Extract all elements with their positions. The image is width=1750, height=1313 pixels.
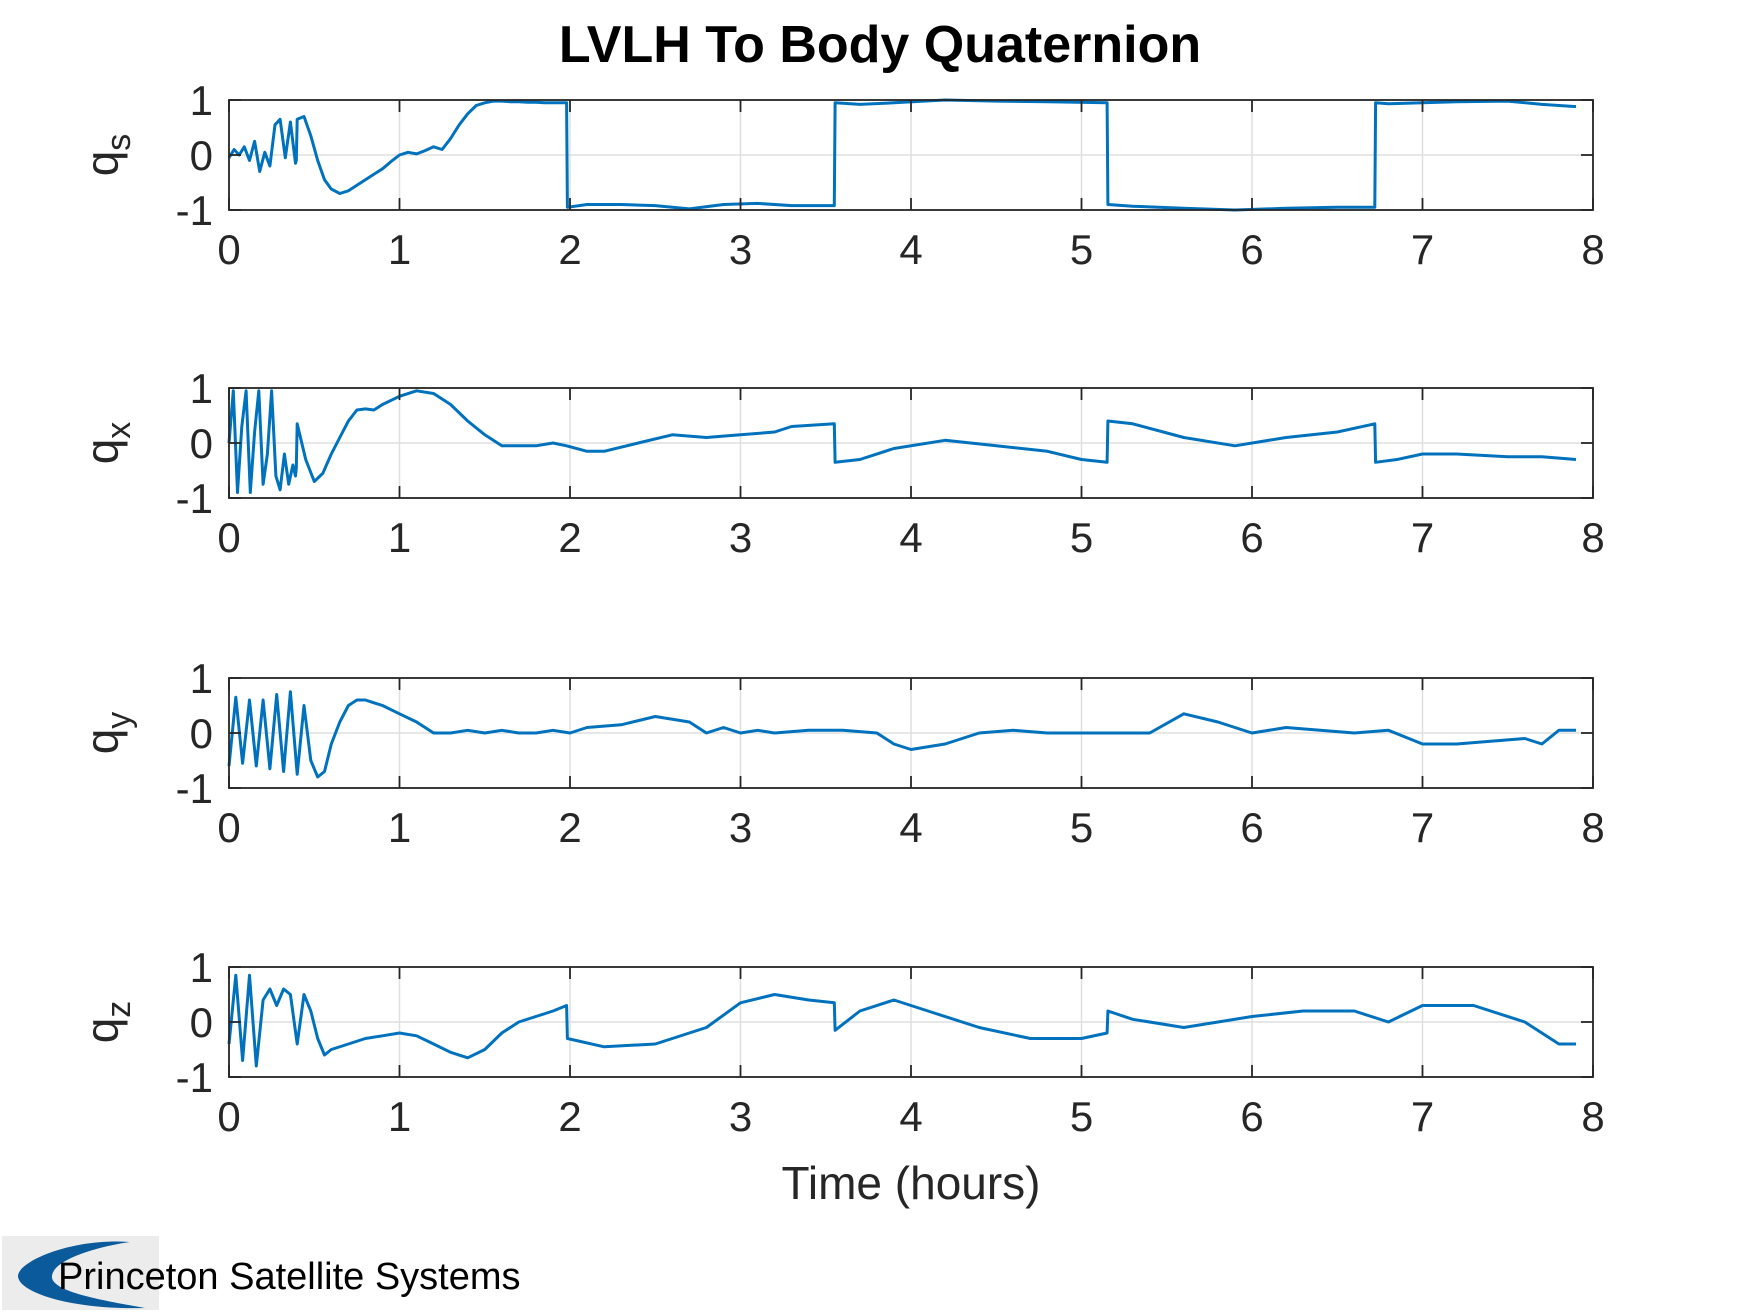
x-tick-label: 6 <box>1240 1093 1263 1140</box>
x-tick-label: 1 <box>388 1093 411 1140</box>
series-line <box>227 973 1576 1068</box>
x-tick-label: 6 <box>1240 514 1263 561</box>
y-tick-label: 1 <box>190 365 213 412</box>
y-axis-label-main: q <box>76 151 128 177</box>
x-tick-label: 7 <box>1411 1093 1434 1140</box>
x-tick-label: 8 <box>1581 1093 1604 1140</box>
x-tick-label: 5 <box>1070 804 1093 851</box>
y-tick-label: 0 <box>190 132 213 179</box>
series-line <box>227 690 1576 779</box>
y-axis-label-main: q <box>76 729 128 755</box>
series-line <box>227 389 1577 494</box>
y-axis-label: qz <box>76 1001 138 1044</box>
x-tick-label: 7 <box>1411 226 1434 273</box>
x-tick-label: 4 <box>899 1093 922 1140</box>
x-tick-label: 4 <box>899 226 922 273</box>
y-axis-label-sub: y <box>100 712 138 729</box>
x-tick-label: 6 <box>1240 226 1263 273</box>
subplot-0: 0 1 2 3 4 5 6 7 810-1qs <box>76 77 1605 273</box>
x-tick-label: 5 <box>1070 1093 1093 1140</box>
x-tick-label: 3 <box>729 804 752 851</box>
y-tick-label: 0 <box>190 999 213 1046</box>
x-tick-label: 1 <box>388 226 411 273</box>
logo-swoosh-icon <box>18 1241 145 1309</box>
x-tick-label: 8 <box>1581 804 1604 851</box>
y-tick-label: -1 <box>176 765 213 812</box>
figure-title: LVLH To Body Quaternion <box>559 16 1201 74</box>
x-tick-label: 1 <box>388 804 411 851</box>
y-tick-label: 1 <box>190 655 213 702</box>
x-tick-label: 8 <box>1581 514 1604 561</box>
x-tick-label: 0 <box>217 226 240 273</box>
x-tick-label: 2 <box>558 1093 581 1140</box>
series-line <box>227 98 1577 212</box>
x-tick-label: 8 <box>1581 226 1604 273</box>
y-tick-label: 0 <box>190 420 213 467</box>
y-axis-label-sub: s <box>100 134 138 151</box>
y-tick-label: -1 <box>176 187 213 234</box>
y-axis-label-sub: z <box>100 1001 138 1018</box>
brand-name: Princeton Satellite Systems <box>58 1256 521 1298</box>
x-tick-label: 7 <box>1411 514 1434 561</box>
x-tick-label: 3 <box>729 226 752 273</box>
y-axis-label-main: q <box>76 439 128 465</box>
x-tick-label: 0 <box>217 1093 240 1140</box>
y-tick-label: -1 <box>176 475 213 522</box>
x-tick-label: 5 <box>1070 514 1093 561</box>
x-tick-label: 4 <box>899 514 922 561</box>
subplot-1: 0 1 2 3 4 5 6 7 810-1qx <box>76 365 1605 561</box>
x-tick-label: 2 <box>558 514 581 561</box>
x-axis-label: Time (hours) <box>782 1157 1041 1209</box>
y-axis-label-main: q <box>76 1018 128 1044</box>
x-tick-label: 7 <box>1411 804 1434 851</box>
subplot-2: 0 1 2 3 4 5 6 7 810-1qy <box>76 655 1605 851</box>
x-tick-label: 2 <box>558 226 581 273</box>
x-tick-label: 6 <box>1240 804 1263 851</box>
x-tick-label: 0 <box>217 514 240 561</box>
x-tick-label: 0 <box>217 804 240 851</box>
x-tick-label: 3 <box>729 1093 752 1140</box>
y-tick-label: 1 <box>190 77 213 124</box>
x-tick-label: 2 <box>558 804 581 851</box>
y-axis-label: qx <box>76 422 138 465</box>
x-tick-label: 1 <box>388 514 411 561</box>
x-tick-label: 3 <box>729 514 752 561</box>
x-tick-label: 5 <box>1070 226 1093 273</box>
y-axis-label-sub: x <box>100 422 138 439</box>
x-tick-label: 4 <box>899 804 922 851</box>
brand-logo <box>2 1236 159 1310</box>
y-axis-label: qy <box>76 712 138 755</box>
y-tick-label: 0 <box>190 710 213 757</box>
y-axis-label: qs <box>76 134 138 177</box>
y-tick-label: 1 <box>190 944 213 991</box>
y-tick-label: -1 <box>176 1054 213 1101</box>
